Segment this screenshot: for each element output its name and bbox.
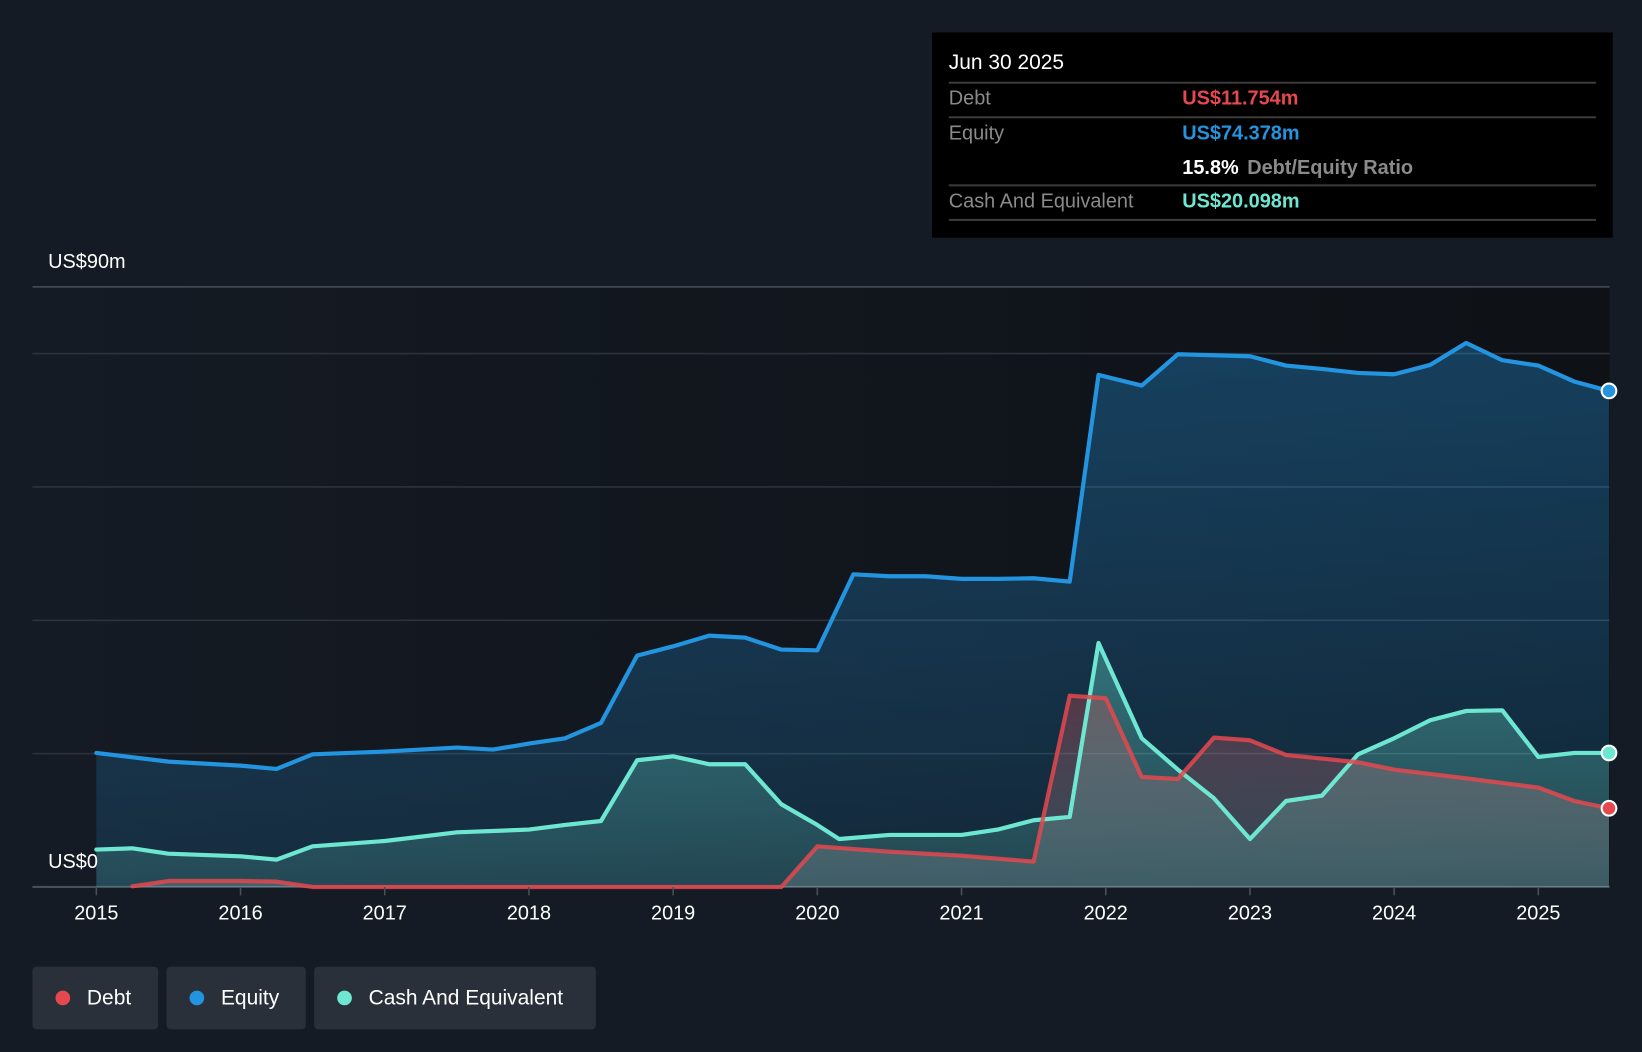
cash-value: US$20.098m — [1182, 190, 1300, 213]
equity-end-marker — [1600, 382, 1618, 400]
legend-equity-label: Equity — [220, 985, 280, 1009]
legend-equity[interactable]: Equity — [166, 966, 306, 1030]
equity-dot-icon — [189, 990, 205, 1006]
x-tick-label: 2016 — [218, 902, 262, 924]
x-tick-label: 2020 — [795, 902, 839, 924]
x-tick-label: 2025 — [1516, 902, 1560, 924]
tooltip-debt-row: Debt US$11.754m — [948, 81, 1596, 118]
y-axis-top-label: US$90m — [48, 251, 126, 274]
x-tick-label: 2022 — [1084, 902, 1128, 924]
legend-cash-label: Cash And Equivalent — [368, 985, 564, 1009]
debt-value: US$11.754m — [1182, 87, 1299, 110]
legend-cash[interactable]: Cash And Equivalent — [314, 966, 596, 1030]
x-tick-label: 2021 — [939, 902, 983, 924]
x-tick-label: 2024 — [1372, 902, 1416, 924]
legend-debt-label: Debt — [86, 985, 132, 1009]
cash-end-marker — [1600, 744, 1618, 762]
tooltip-cash-row: Cash And Equivalent US$20.098m — [948, 184, 1596, 220]
tooltip-date: Jun 30 2025 — [948, 51, 1065, 75]
x-tick-label: 2019 — [651, 902, 695, 924]
cash-label: Cash And Equivalent — [948, 190, 1134, 213]
equity-line — [94, 340, 1612, 772]
cash-line — [94, 640, 1612, 862]
tooltip-equity-row: Equity US$74.378m 15.8% Debt/Equity Rati… — [948, 116, 1596, 185]
x-tick-label: 2015 — [74, 902, 118, 924]
legend-debt[interactable]: Debt — [32, 966, 159, 1030]
ratio-value: 15.8% — [1182, 157, 1239, 180]
equity-label: Equity — [948, 122, 1005, 145]
tooltip-divider — [948, 218, 1596, 221]
y-axis-bottom-label: US$0 — [48, 851, 98, 874]
cash-dot-icon — [337, 990, 352, 1006]
debt-dot-icon — [55, 990, 71, 1006]
equity-value: US$74.378m — [1182, 122, 1300, 145]
x-tick-label: 2017 — [363, 902, 407, 924]
debt-area — [132, 695, 1610, 887]
debt-line — [130, 693, 1612, 890]
x-tick-label: 2023 — [1228, 902, 1272, 924]
debt-end-marker — [1600, 799, 1618, 817]
ratio-label: Debt/Equity Ratio — [1247, 157, 1414, 180]
x-tick-label: 2018 — [507, 902, 551, 924]
tooltip: Jun 30 2025 Debt US$11.754m Equity US$74… — [932, 32, 1613, 238]
debt-label: Debt — [948, 87, 991, 110]
